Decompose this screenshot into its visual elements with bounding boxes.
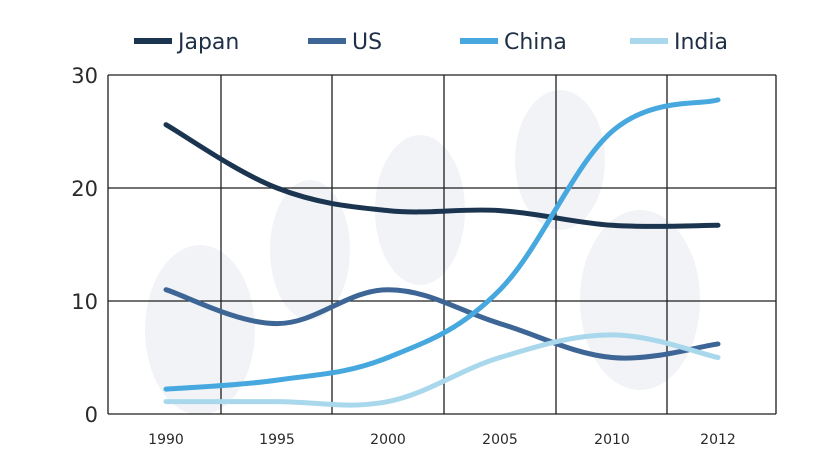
- legend: Japan US China India: [134, 30, 728, 55]
- x-axis-ticks: 1990 1995 2000 2005 2010 2012: [148, 432, 736, 448]
- y-tick-label: 0: [85, 403, 98, 427]
- legend-label-japan: Japan: [176, 30, 239, 55]
- x-tick-label: 1990: [148, 432, 184, 448]
- y-tick-label: 30: [71, 64, 98, 88]
- y-tick-label: 10: [71, 290, 98, 314]
- x-tick-label: 1995: [259, 432, 295, 448]
- y-axis-ticks: 30 20 10 0: [71, 64, 98, 427]
- legend-label-china: China: [504, 30, 567, 55]
- x-tick-label: 2012: [700, 432, 736, 448]
- x-tick-label: 2005: [482, 432, 518, 448]
- legend-label-india: India: [674, 30, 728, 55]
- watermark-shape: [515, 90, 605, 230]
- y-tick-label: 20: [71, 177, 98, 201]
- x-tick-label: 2010: [594, 432, 630, 448]
- legend-label-us: US: [352, 30, 382, 55]
- watermark-shape: [580, 210, 700, 390]
- x-tick-label: 2000: [370, 432, 406, 448]
- watermark: [145, 90, 700, 415]
